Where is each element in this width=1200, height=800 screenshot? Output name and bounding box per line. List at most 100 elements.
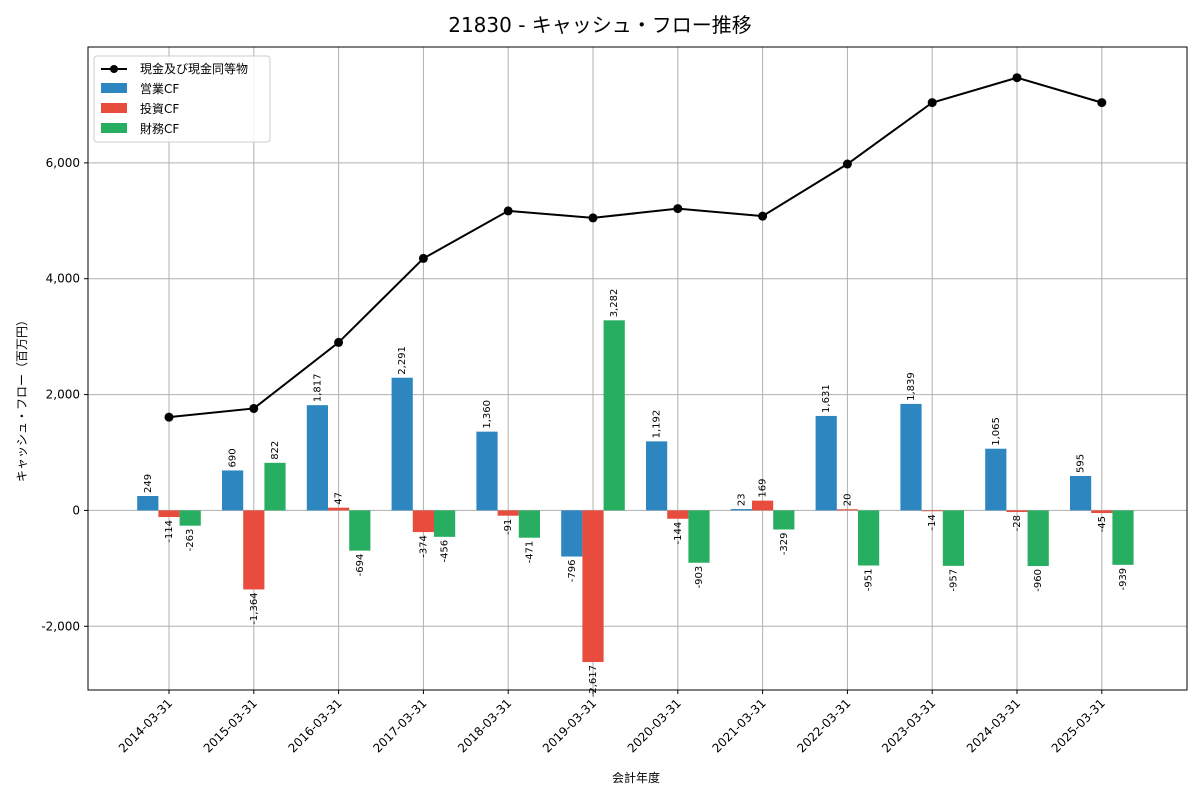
cash-line-point (842, 159, 852, 169)
bar-financing (1027, 510, 1049, 567)
bar-label-operating: 690 (228, 448, 239, 467)
cash-line-point (758, 211, 768, 221)
x-axis-label: 会計年度 (612, 770, 660, 785)
x-tick-label: 2017-03-31 (370, 696, 429, 755)
bar-label-operating: 1,192 (652, 410, 663, 439)
x-axis-ticks: 2014-03-31 2015-03-31 2016-03-31 2017-03-31… (116, 690, 1108, 755)
bar-label-investing: 169 (758, 479, 769, 498)
bar-label-investing: -14 (927, 514, 938, 530)
bar-label-investing: -45 (1097, 516, 1108, 532)
bar-label-financing: -456 (440, 540, 451, 563)
legend: 現金及び現金同等物 営業CF 投資CF 財務CF (93, 55, 271, 143)
cash-line-point (249, 403, 259, 413)
bar-label-financing: -939 (1118, 568, 1129, 591)
x-tick-label: 2021-03-31 (710, 696, 769, 755)
bar-financing (264, 462, 286, 511)
legend-label-financing: 財務CF (140, 121, 179, 136)
bar-operating (391, 377, 413, 511)
bar-label-operating: 1,631 (821, 384, 832, 413)
bar-investing (328, 507, 350, 511)
bar-label-financing: -960 (1033, 569, 1044, 592)
bar-label-operating: -796 (567, 560, 578, 583)
bar-investing (243, 510, 265, 590)
bar-operating (306, 405, 328, 511)
bar-label-financing: -903 (694, 566, 705, 589)
y-tick-label: -2,000 (41, 619, 80, 633)
x-tick-label: 2020-03-31 (625, 696, 684, 755)
bar-label-financing: 3,282 (609, 289, 620, 318)
bar-financing (603, 320, 625, 511)
bar-operating (815, 415, 837, 511)
bar-financing (434, 510, 456, 537)
bar-operating (730, 509, 752, 511)
bar-investing (158, 510, 180, 518)
bar-operating (985, 448, 1007, 511)
bar-label-financing: -951 (864, 569, 875, 592)
bar-operating (222, 470, 244, 511)
x-tick-label: 2024-03-31 (964, 696, 1023, 755)
bar-financing (942, 510, 964, 566)
bar-financing (518, 510, 540, 538)
bar-investing (921, 510, 943, 512)
cash-line-point (673, 204, 683, 214)
bar-label-investing: 20 (842, 494, 853, 507)
cash-line-point (418, 253, 428, 263)
bar-financing (1112, 510, 1134, 565)
plot-frame (87, 46, 1188, 691)
bar-investing (1006, 510, 1028, 513)
bar-label-financing: -263 (185, 529, 196, 552)
x-tick-label: 2022-03-31 (794, 696, 853, 755)
y-tick-label: 0 (72, 503, 80, 517)
bar-label-operating: 249 (143, 474, 154, 493)
bar-operating (1070, 475, 1092, 511)
cash-line-point (927, 98, 937, 108)
bar-label-financing: -957 (948, 569, 959, 592)
y-tick-label: 4,000 (46, 272, 80, 286)
bar-label-investing: -144 (673, 522, 684, 545)
bar-label-investing: -374 (418, 535, 429, 558)
x-tick-label: 2015-03-31 (201, 696, 260, 755)
bar-label-investing: -28 (1012, 515, 1023, 531)
x-tick-label: 2023-03-31 (879, 696, 938, 755)
cash-line-point (588, 213, 598, 223)
legend-line-marker (110, 65, 118, 73)
bar-label-financing: 822 (270, 441, 281, 460)
y-tick-label: 2,000 (46, 388, 80, 402)
legend-label-cash: 現金及び現金同等物 (140, 61, 248, 76)
y-tick-label: 6,000 (46, 156, 80, 170)
bar-label-operating: 1,065 (991, 417, 1002, 446)
cash-line-path (168, 76, 1103, 419)
x-tick-label: 2014-03-31 (116, 696, 175, 755)
bar-operating (137, 495, 159, 511)
x-tick-label: 2018-03-31 (455, 696, 514, 755)
bar-label-financing: -694 (355, 554, 366, 577)
bar-operating (476, 431, 498, 511)
bar-label-operating: 1,839 (906, 372, 917, 401)
x-tick-label: 2016-03-31 (286, 696, 345, 755)
bar-labels: 249 690 1,817 2,291 1,360 -796 1,192 23 1,631 1,8… (143, 289, 1129, 698)
bar-investing (752, 500, 774, 511)
legend-swatch-operating (101, 83, 127, 93)
grid (88, 47, 1187, 690)
bar-investing (497, 510, 519, 516)
bar-investing (667, 510, 689, 519)
bar-investing (412, 510, 434, 533)
bars (137, 320, 1134, 663)
cash-line (164, 73, 1107, 422)
cash-line-point (334, 337, 344, 347)
bar-label-investing: -91 (503, 519, 514, 535)
bar-investing (836, 509, 858, 511)
legend-label-investing: 投資CF (140, 101, 179, 116)
cash-line-point (1012, 73, 1022, 83)
bar-investing (582, 510, 604, 663)
legend-box (93, 55, 271, 143)
cash-line-point (1097, 98, 1107, 108)
bar-financing (349, 510, 371, 551)
bar-operating (646, 441, 668, 511)
bar-label-operating: 595 (1076, 454, 1087, 473)
bar-financing (773, 510, 795, 530)
legend-swatch-investing (101, 103, 127, 113)
bar-financing (858, 510, 880, 566)
bar-label-investing: -1,364 (249, 592, 260, 624)
